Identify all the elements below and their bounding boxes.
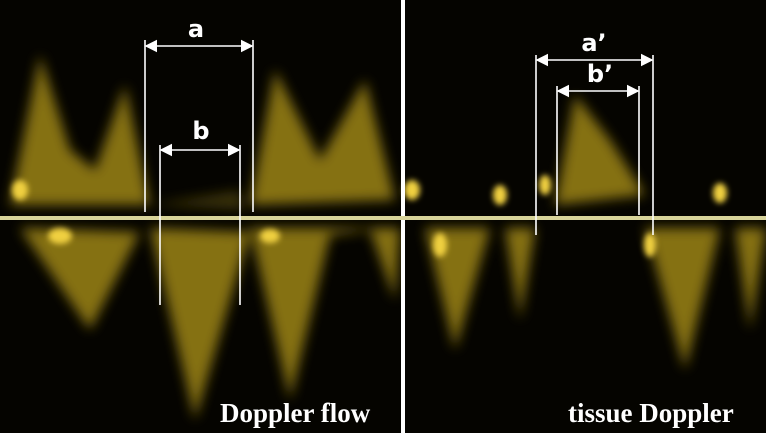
panel-caption: Doppler flow [220,398,371,428]
baseline [0,216,766,220]
interval-label: a’ [581,29,606,57]
interval-label: b’ [587,60,613,88]
interval-label: a [188,15,204,43]
interval-markers [144,39,654,305]
interval-label: b [192,117,209,145]
panel-caption: tissue Doppler [568,398,734,428]
